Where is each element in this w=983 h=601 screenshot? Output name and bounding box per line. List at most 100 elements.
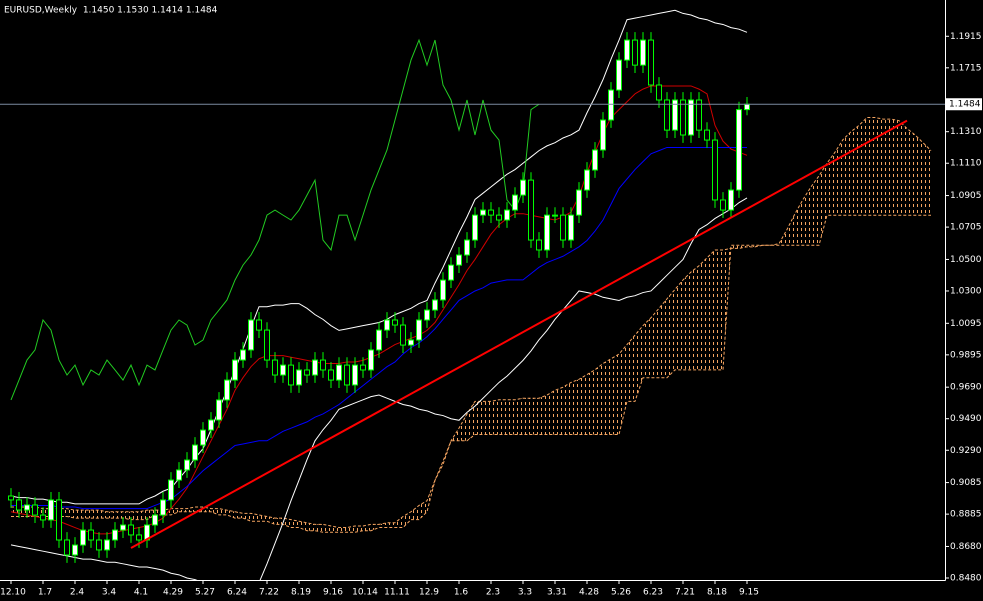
candle-body (128, 524, 134, 536)
candle-body (32, 504, 38, 516)
candle-body (536, 239, 542, 251)
y-tick-label: 0.9895 (950, 350, 982, 360)
candle-body (424, 309, 430, 321)
x-tick-label: 1.7 (38, 588, 52, 598)
candle-body (320, 359, 326, 371)
x-tick-label: 7.21 (675, 588, 695, 598)
candle-body (656, 84, 662, 101)
x-tick-label: 9.15 (739, 588, 759, 598)
candle-body (408, 339, 414, 346)
x-tick-label: 6.24 (227, 588, 247, 598)
candle-body (72, 544, 78, 556)
candle-body (248, 319, 254, 351)
candle-body (496, 214, 502, 221)
candle-body (208, 419, 214, 431)
candle-body (664, 99, 670, 131)
x-tick-label: 8.19 (291, 588, 311, 598)
candle-body (688, 99, 694, 136)
trend-line (130, 119, 908, 549)
x-tick-label: 9.16 (323, 588, 343, 598)
indicator-line (10, 38, 540, 401)
candle-body (152, 514, 158, 526)
candle-body (448, 264, 454, 281)
candle-body (256, 319, 262, 331)
x-tick-label: 4.28 (579, 588, 599, 598)
x-tick-label: 3.4 (102, 588, 117, 598)
y-tick-label: 1.1110 (950, 159, 982, 169)
y-tick-label: 0.8480 (950, 574, 982, 584)
y-tick-label: 1.0500 (950, 255, 982, 265)
candle-body (488, 209, 494, 216)
candle-body (560, 214, 566, 241)
candle-body (200, 429, 206, 446)
y-tick-label: 1.1715 (950, 63, 982, 73)
price-label-box (946, 98, 982, 111)
candle-body (264, 329, 270, 361)
candle-body (696, 99, 702, 131)
y-tick-label: 1.0300 (950, 286, 982, 296)
candle-body (88, 529, 94, 541)
candle-body (352, 364, 358, 386)
candle-body (720, 199, 726, 211)
x-tick-label: 12.10 (0, 588, 26, 598)
y-tick-label: 0.8680 (950, 542, 982, 552)
candle-body (40, 514, 46, 521)
x-tick-label: 5.26 (611, 588, 631, 598)
candle-body (64, 539, 70, 556)
candle-body (184, 459, 190, 471)
x-tick-label: 4.1 (134, 588, 148, 598)
candle-body (632, 39, 638, 66)
candle-body (120, 524, 126, 531)
price-label: 1.1484 (949, 100, 981, 110)
x-tick-label: 7.22 (259, 588, 279, 598)
x-tick-label: 5.27 (195, 588, 215, 598)
candle-body (456, 254, 462, 266)
candle-body (744, 103, 750, 111)
candle-body (328, 369, 334, 381)
candle-body (24, 504, 30, 511)
x-tick-label: 2.3 (486, 588, 500, 598)
candle-body (520, 179, 526, 196)
chart-header: EURUSD,Weekly 1.1450 1.1530 1.1414 1.148… (4, 6, 218, 16)
candle-body (504, 209, 510, 221)
candle-body (544, 214, 550, 251)
candle-body (552, 214, 558, 217)
candle-body (336, 364, 342, 381)
y-tick-label: 0.9290 (950, 446, 982, 456)
candle-body (672, 99, 678, 131)
candle-body (680, 99, 686, 136)
candle-body (224, 379, 230, 401)
y-tick-label: 0.9690 (950, 383, 982, 393)
candle-body (464, 239, 470, 256)
candle-body (640, 39, 646, 66)
indicator-line (11, 146, 747, 510)
cloud-edge (11, 214, 931, 533)
candle-body (528, 179, 534, 241)
candle-body (728, 189, 734, 211)
candle-body (296, 369, 302, 386)
candle-body (704, 129, 710, 141)
candle-body (608, 89, 614, 121)
candle-body (480, 209, 486, 216)
x-tick-label: 2.4 (70, 588, 85, 598)
candle-body (344, 364, 350, 386)
candle-body (512, 194, 518, 211)
candle-body (232, 359, 238, 381)
y-tick-label: 0.9490 (950, 414, 982, 424)
candle-body (384, 319, 390, 331)
candle-body (648, 39, 654, 86)
candle-body (472, 214, 478, 241)
candle-body (112, 529, 118, 541)
x-tick-label: 11.11 (384, 588, 410, 598)
candle-body (168, 479, 174, 501)
candle-body (8, 495, 14, 501)
axes: 0.8480 0.8680 0.8885 0.9085 0.9290 0.9490 0.96… (0, 32, 982, 598)
x-tick-label: 3.31 (547, 588, 567, 598)
y-tick-label: 1.1310 (950, 127, 982, 137)
x-tick-label: 10.14 (352, 588, 378, 598)
candle-body (192, 444, 198, 461)
candle-body (376, 329, 382, 351)
indicator-line (10, 197, 748, 580)
candle-body (432, 299, 438, 311)
